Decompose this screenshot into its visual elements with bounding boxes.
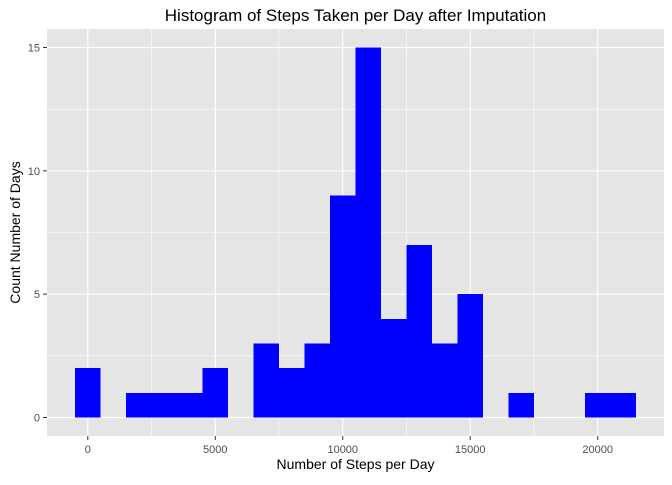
- y-tick-label: 0: [34, 413, 40, 425]
- histogram-bar: [202, 368, 229, 418]
- chart-title: Histogram of Steps Taken per Day after I…: [165, 6, 546, 25]
- x-tick-label: 10000: [327, 444, 358, 456]
- histogram-bar: [126, 392, 152, 418]
- histogram-bar: [279, 368, 305, 418]
- x-tick-label: 0: [85, 444, 91, 456]
- histogram-bar: [304, 343, 331, 418]
- histogram-bar: [584, 392, 611, 418]
- histogram-bar: [406, 244, 432, 418]
- histogram-bar: [75, 368, 101, 418]
- histogram-bar: [253, 343, 280, 418]
- x-tick-label: 20000: [582, 444, 613, 456]
- y-tick-label: 5: [34, 289, 40, 301]
- histogram-bar: [457, 294, 483, 418]
- x-axis-title: Number of Steps per Day: [277, 456, 435, 472]
- y-tick-label: 15: [28, 43, 40, 55]
- y-axis-title: Count Number of Days: [7, 161, 23, 303]
- histogram-bar: [508, 392, 534, 418]
- x-tick-label: 15000: [455, 444, 486, 456]
- histogram-bar: [355, 47, 381, 418]
- histogram-bar: [610, 392, 636, 418]
- histogram-bar: [431, 343, 458, 418]
- histogram-bars: [75, 47, 636, 418]
- x-axis-ticks: 0 5000 10000 15000 20000: [85, 436, 613, 456]
- histogram-bar: [330, 195, 356, 418]
- histogram-bar: [177, 392, 203, 418]
- y-axis-ticks: 0 5 10 15: [28, 43, 47, 425]
- histogram-bar: [151, 392, 178, 418]
- y-tick-label: 10: [28, 166, 40, 178]
- x-tick-label: 5000: [203, 444, 227, 456]
- histogram-bar: [380, 318, 407, 418]
